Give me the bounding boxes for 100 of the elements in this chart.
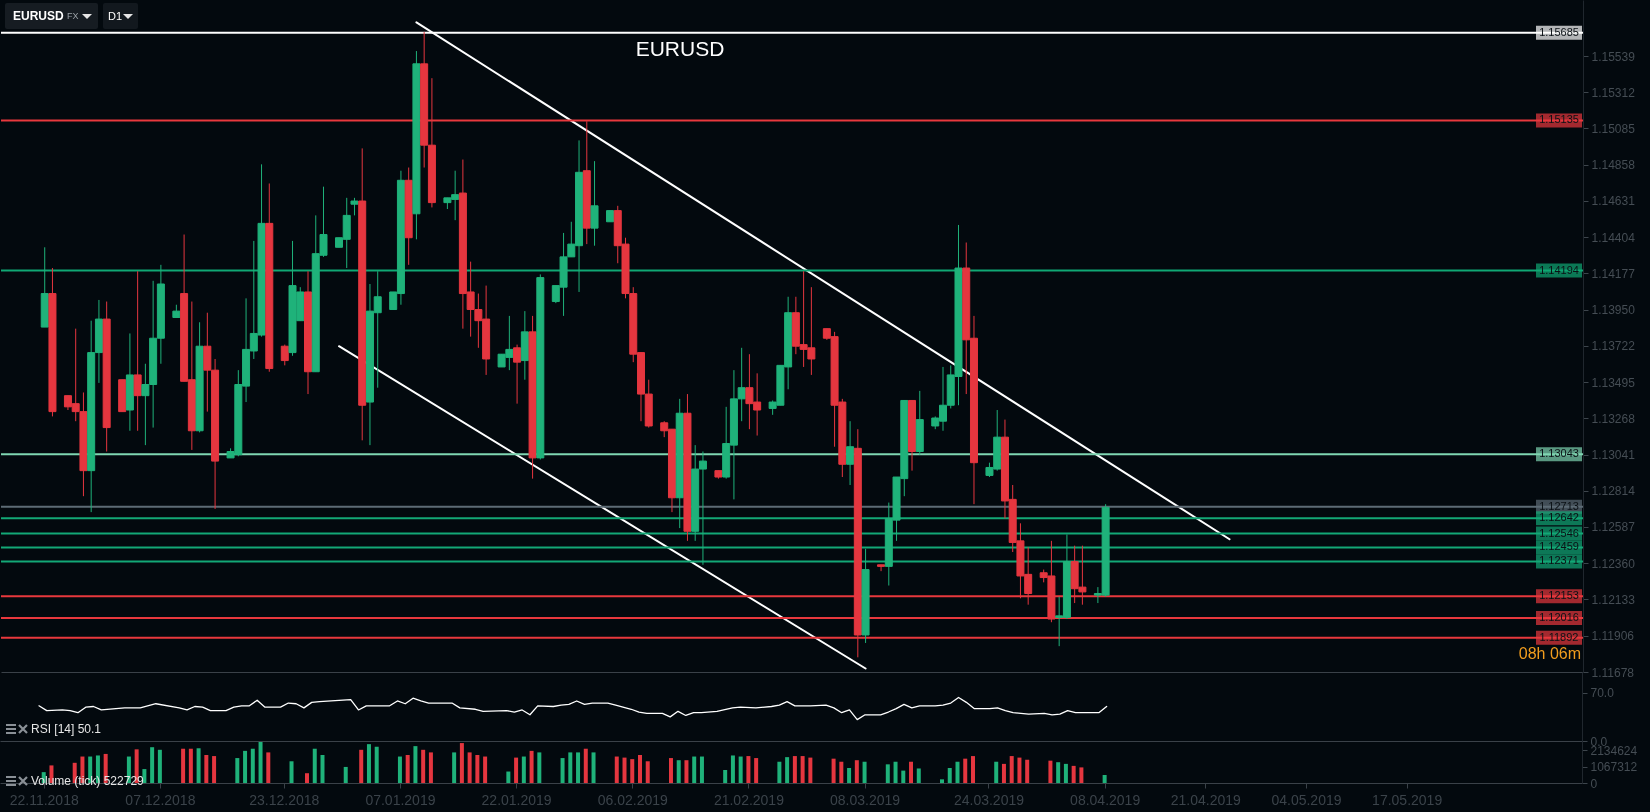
annotation: EURUSD	[13, 8, 64, 25]
annotation: RSI [14] 50.1	[31, 722, 102, 736]
candlestick	[280, 344, 289, 366]
bar	[614, 756, 619, 783]
bar	[699, 756, 704, 783]
bar	[529, 750, 534, 783]
bar	[994, 761, 999, 783]
bar	[305, 773, 310, 783]
bar	[916, 768, 921, 783]
x-tick-label: 21.02.2019	[713, 791, 785, 808]
y-tick-label: 1.13495	[1591, 375, 1636, 390]
y-tick-label: 1.13950	[1591, 303, 1636, 318]
bar	[684, 760, 689, 783]
bar	[521, 756, 526, 783]
bar	[1048, 760, 1053, 783]
y-tick-label: 0	[1590, 776, 1598, 791]
y-tick-label: 1.15312	[1591, 85, 1636, 100]
bar	[692, 756, 697, 783]
bar	[397, 756, 402, 783]
y-tick-label: 1.14404	[1591, 230, 1636, 245]
bar	[320, 755, 325, 783]
bar	[940, 779, 944, 783]
x-tick-label: 07.01.2019	[365, 791, 436, 808]
bar	[1009, 756, 1014, 783]
bar	[847, 768, 852, 783]
bar	[475, 755, 480, 783]
ref-line-label: 1.13043	[1539, 447, 1579, 460]
y-tick-label: 1.11678	[1591, 665, 1635, 680]
bar	[413, 746, 418, 783]
bar	[785, 757, 790, 783]
bar	[243, 750, 248, 783]
bar	[1056, 762, 1061, 783]
ref-line-label: 1.12546	[1539, 526, 1579, 539]
bar	[730, 755, 735, 783]
x-tick-label: 06.02.2019	[597, 791, 668, 808]
bar	[955, 761, 960, 783]
y-tick-label: 1.12814	[1591, 484, 1636, 499]
bar	[289, 761, 294, 783]
bar	[885, 764, 890, 783]
x-tick-label: 17.05.2019	[1372, 791, 1443, 808]
ref-line-label: 1.12153	[1539, 589, 1579, 602]
annotation: FX	[67, 10, 79, 23]
bar	[428, 752, 433, 783]
y-tick-label: 1.14631	[1591, 194, 1636, 209]
x-tick-label: 22.01.2019	[481, 791, 552, 808]
bar	[676, 760, 681, 783]
bar	[754, 758, 759, 783]
bar	[668, 758, 673, 783]
bar	[893, 761, 898, 783]
bar	[792, 756, 797, 783]
bar	[738, 756, 743, 783]
ref-line-label: 1.11892	[1539, 630, 1579, 643]
y-tick-label: 1.15539	[1591, 49, 1636, 64]
ref-line-label: 1.15685	[1539, 25, 1579, 38]
y-tick-label: 1.13041	[1591, 448, 1636, 463]
bar	[514, 757, 519, 783]
bar	[1063, 763, 1068, 783]
bar	[374, 746, 379, 783]
x-tick-label: 23.12.2018	[249, 791, 320, 808]
bar	[723, 769, 728, 783]
bar	[157, 749, 162, 783]
bar	[467, 752, 472, 783]
y-tick-label: 1.13722	[1591, 339, 1636, 354]
bar	[638, 755, 642, 783]
ref-line-label: 1.15135	[1539, 113, 1579, 126]
y-tick-label: 1.12587	[1591, 520, 1636, 535]
candlestick	[877, 564, 886, 572]
y-tick-label: 1.14858	[1591, 158, 1636, 173]
bar	[645, 761, 650, 783]
bar	[506, 771, 511, 783]
bar	[312, 748, 317, 783]
bar	[452, 752, 457, 783]
y-tick-label: 1.15085	[1591, 121, 1636, 136]
ref-line-label: 1.14194	[1539, 263, 1579, 276]
candlestick	[846, 420, 855, 486]
ref-line-label: 1.12713	[1539, 499, 1579, 512]
bar	[808, 757, 813, 783]
bar	[1025, 759, 1030, 783]
bar	[1017, 757, 1022, 783]
y-tick-label: 1.12133	[1591, 592, 1636, 607]
x-tick-label: 22.11.2018	[9, 791, 79, 808]
bar	[212, 756, 217, 783]
text: EURUSD	[635, 37, 725, 60]
bar	[235, 758, 240, 783]
bar	[1102, 775, 1107, 783]
annotation: Volume (tick) 522729	[31, 774, 145, 788]
bar	[421, 749, 426, 783]
bar	[405, 755, 410, 783]
bar	[970, 756, 975, 783]
bar	[181, 748, 186, 783]
y-tick-label: 1067312	[1590, 760, 1638, 775]
bar	[1001, 763, 1006, 783]
candlestick	[133, 270, 142, 432]
bar	[947, 768, 952, 783]
x-tick-label: 21.04.2019	[1170, 791, 1242, 808]
x-tick-label: 24.03.2019	[953, 791, 1025, 808]
bar	[591, 752, 596, 783]
ref-line-label: 1.12016	[1539, 611, 1579, 624]
ref-line-label: 1.12459	[1539, 540, 1579, 553]
bar	[266, 752, 271, 783]
